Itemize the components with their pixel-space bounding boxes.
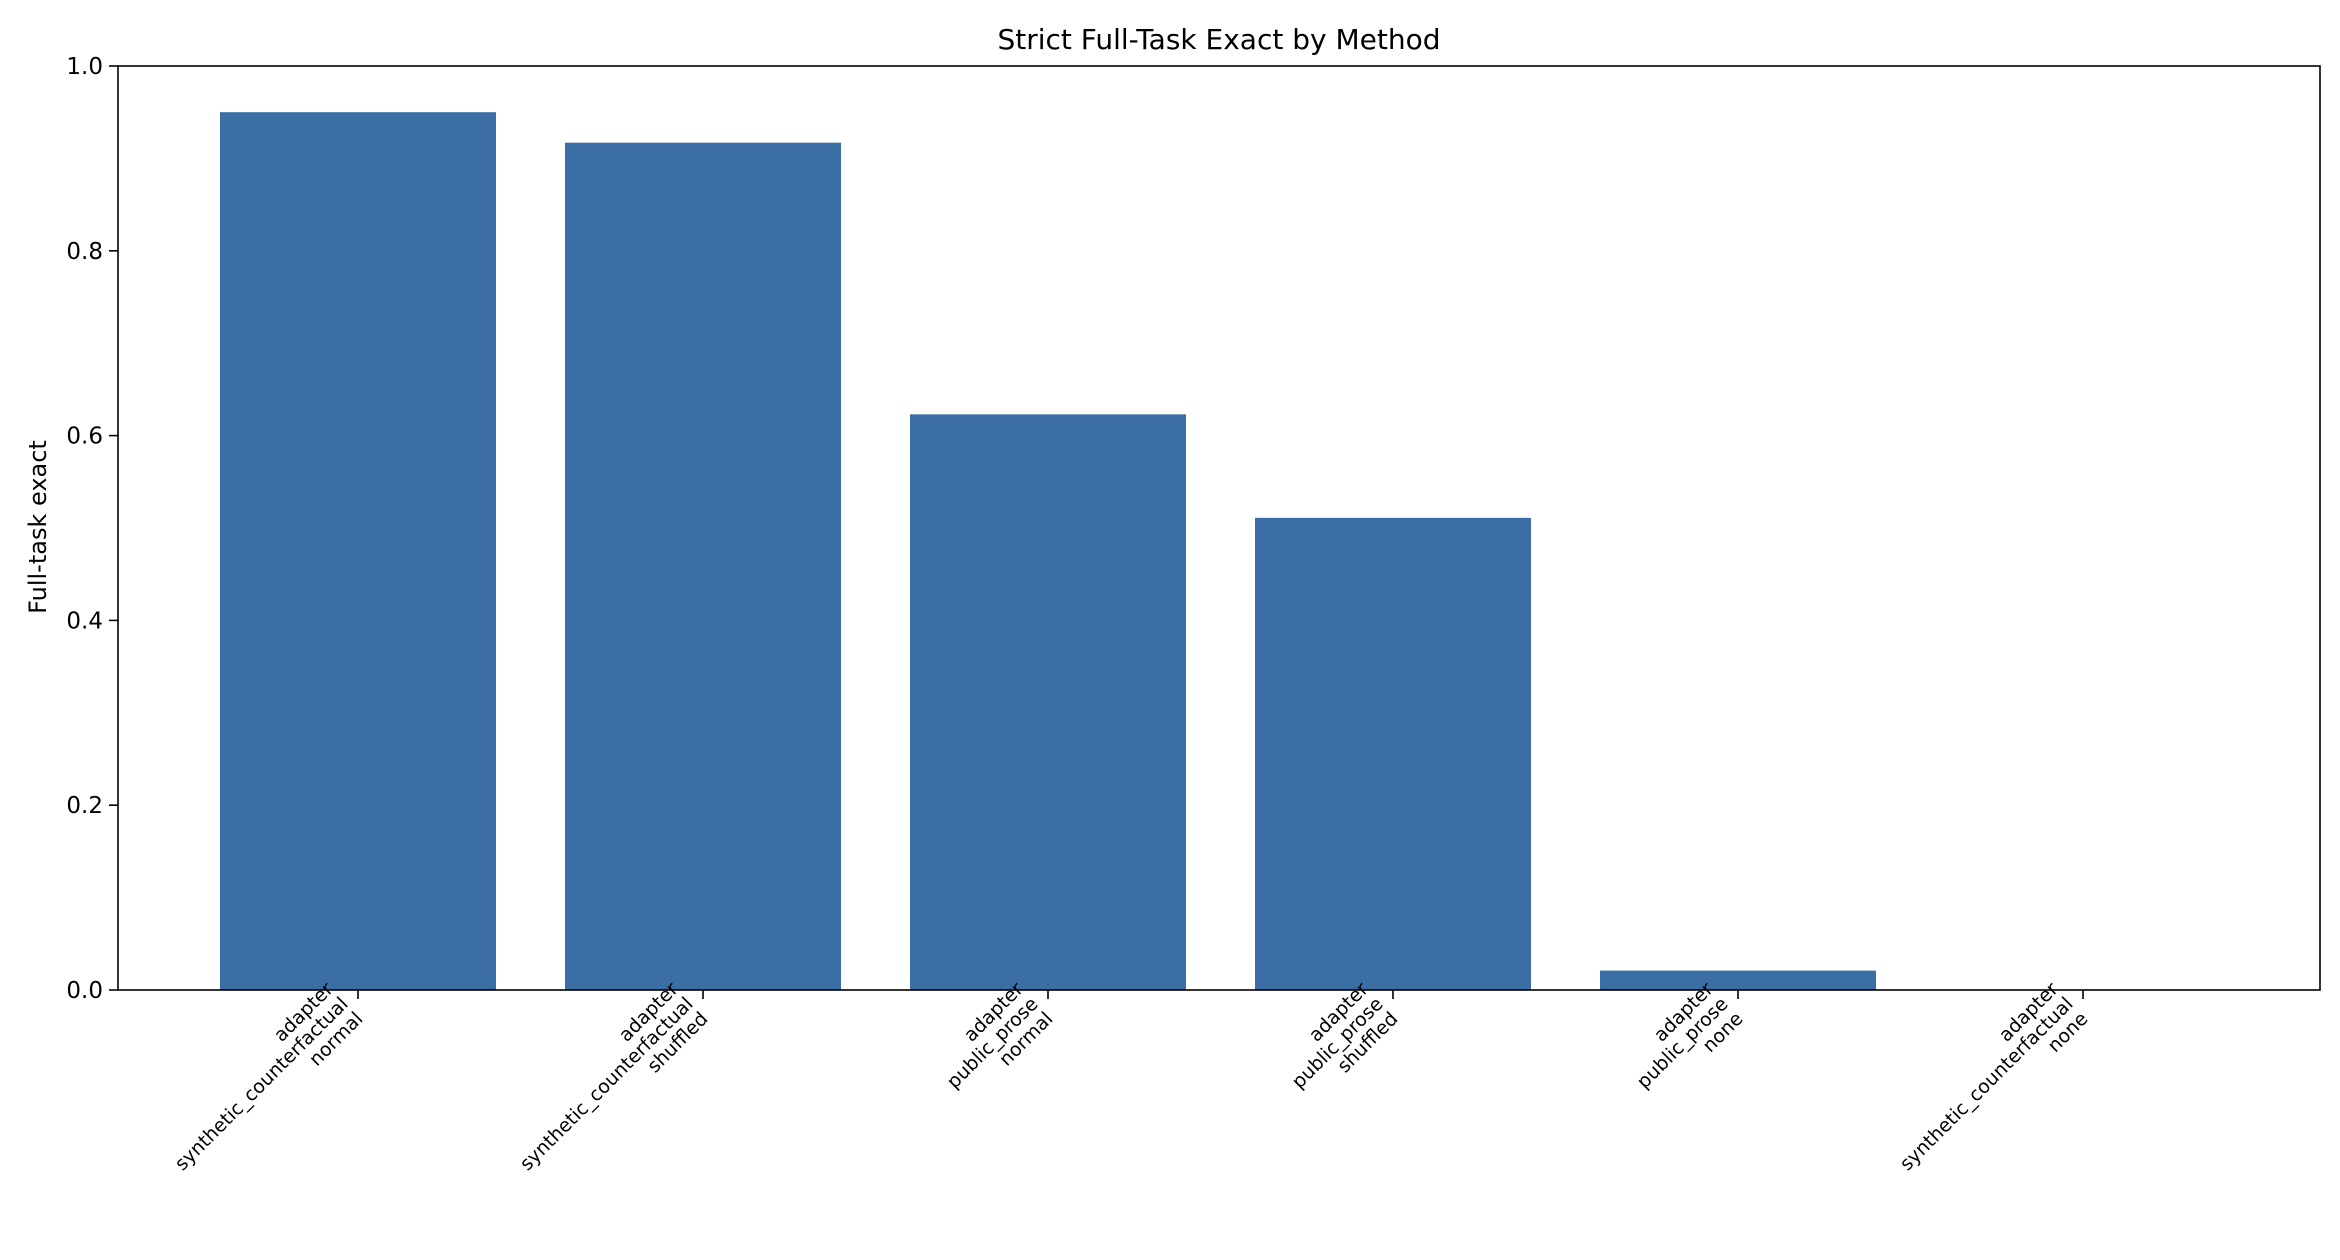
y-axis-ticks: 0.0 0.2 0.4 0.6 0.8 1.0	[66, 54, 118, 1004]
bar	[910, 414, 1186, 990]
y-tick-label: 1.0	[66, 54, 103, 80]
bars-group	[220, 112, 1876, 990]
y-tick-label: 0.4	[66, 608, 103, 634]
plot-frame	[117, 65, 2321, 991]
bar	[565, 142, 841, 990]
y-tick-label: 0.8	[66, 239, 103, 265]
y-tick-label: 0.2	[66, 793, 103, 819]
bar	[220, 112, 496, 990]
x-tick-label-line: synthetic_counterfactual	[171, 993, 353, 1175]
bar	[1255, 517, 1531, 990]
y-axis-label: Full-task exact	[24, 440, 52, 614]
x-tick-label-line: synthetic_counterfactual	[1896, 993, 2078, 1175]
y-tick-label: 0.6	[66, 424, 103, 450]
bar	[1600, 970, 1876, 990]
x-tick-label-line: synthetic_counterfactual	[516, 993, 698, 1175]
chart-title: Strict Full-Task Exact by Method	[997, 23, 1440, 56]
y-tick-label: 0.0	[66, 978, 103, 1004]
